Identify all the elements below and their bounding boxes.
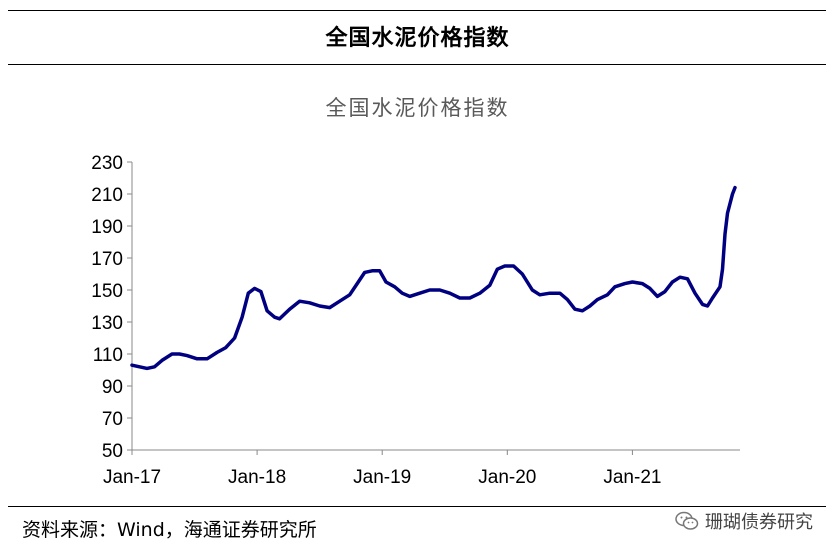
chart-axes [131, 162, 740, 451]
chart-title: 全国水泥价格指数 [325, 96, 510, 120]
x-tick-label: Jan-17 [103, 467, 161, 488]
y-tick-label: 130 [91, 313, 123, 334]
y-tick-label: 50 [102, 441, 123, 462]
wechat-icon [675, 511, 699, 530]
x-tick-label: Jan-21 [603, 467, 661, 488]
y-tick-label: 170 [91, 249, 123, 270]
top-rule [8, 10, 826, 11]
line-chart: 50 70 90 110 130 150 170 190 210 230 Jan-17 Jan-18… [91, 153, 740, 488]
y-tick-label: 190 [91, 217, 123, 238]
footer-rule [8, 506, 826, 507]
watermark-label: 珊瑚债券研究 [705, 512, 813, 533]
page-title: 全国水泥价格指数 [325, 26, 510, 51]
y-axis-ticks: 50 70 90 110 130 150 170 190 210 230 [91, 153, 132, 462]
watermark: 珊瑚债券研究 [675, 508, 813, 534]
y-tick-label: 150 [91, 281, 123, 302]
y-tick-label: 230 [91, 153, 123, 174]
y-tick-label: 70 [102, 409, 123, 430]
title-underline-rule [8, 64, 826, 65]
x-tick-label: Jan-19 [353, 467, 411, 488]
x-tick-label: Jan-20 [478, 467, 536, 488]
series-layer [130, 185, 737, 371]
y-tick-label: 90 [102, 377, 123, 398]
source-note: 资料来源：Wind，海通证券研究所 [22, 519, 317, 541]
x-axis-ticks: Jan-17 Jan-18 Jan-19 Jan-20 Jan-21 [103, 450, 661, 488]
y-tick-label: 110 [93, 345, 123, 366]
y-tick-label: 210 [91, 185, 123, 206]
series-line-0 [130, 185, 737, 371]
x-tick-label: Jan-18 [228, 467, 286, 488]
